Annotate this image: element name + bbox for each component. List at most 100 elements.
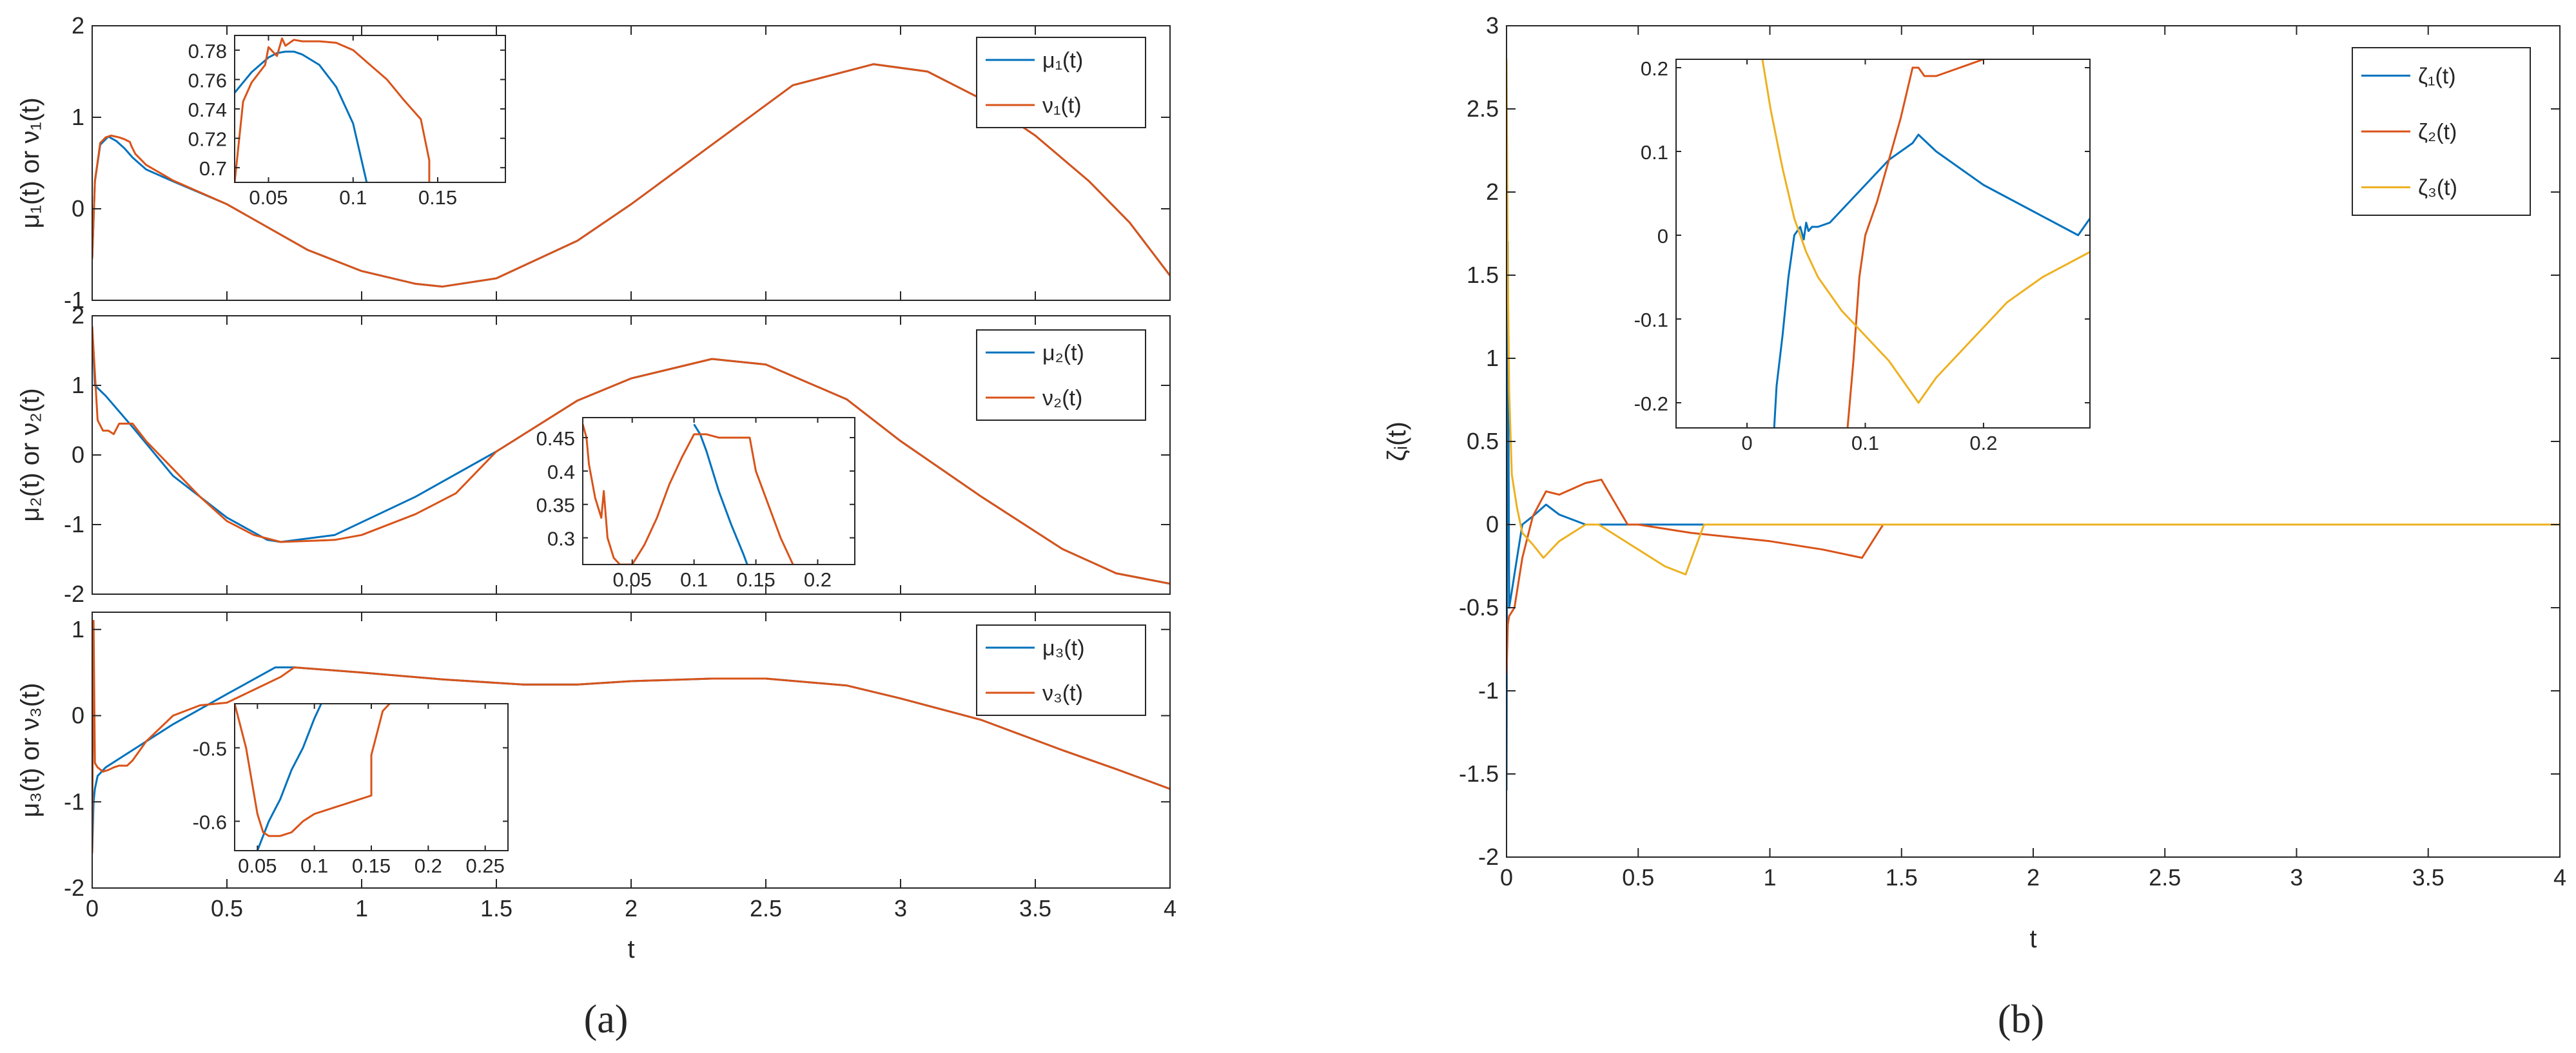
a2-ytick-label: 0: [72, 441, 84, 468]
a3-legend-label-1: μ₃(t): [1042, 636, 1085, 661]
a2-inset: 0.05 0.1 0.15 0.2 0.3 0.35 0.4 0.45: [536, 417, 855, 591]
b-inset-ytick-label: 0.2: [1641, 57, 1668, 80]
a3-inset-series-1-line: [256, 704, 322, 851]
b-legend-label-3: ζ₃(t): [2418, 176, 2457, 200]
a1-inset-xtick-label: 0.05: [249, 186, 288, 209]
b-xtick-label: 1: [1763, 864, 1776, 891]
a2-inset-xtick-label: 0.1: [680, 568, 708, 591]
chart-a1: -1 0 1 2 μ₁(t) or ν₁(t) μ₁(t) ν₁(t) 0.05 0.1 0.15…: [16, 12, 1171, 313]
b-series-3-line: [1507, 59, 2560, 575]
b-ytick-label: -0.5: [1459, 594, 1499, 621]
a1-inset-xtick-label: 0.1: [339, 186, 367, 209]
chart-b: 0 0.5 1 1.5 2 2.5 3 3.5 4 -2 -1.5 -1 -0.5 0 0.5 1 1.5 2 2.…: [1383, 12, 2566, 953]
a1-inset-ytick-label: 0.78: [188, 40, 227, 63]
b-inset-xtick-label: 0.1: [1851, 432, 1879, 454]
b-ytick-label: 2: [1486, 179, 1499, 205]
b-xtick-label: 1.5: [1886, 864, 1918, 891]
b-inset: 0 0.1 0.2 -0.2 -0.1 0 0.1 0.2: [1634, 57, 2091, 454]
a2-ytick-label: -1: [64, 511, 84, 537]
a2-inset-series-2-line: [583, 423, 794, 565]
a1-inset-series-1-line: [235, 50, 368, 182]
a2-legend-label-2: ν₂(t): [1042, 386, 1082, 411]
b-ytick-label: -1: [1478, 677, 1499, 704]
a2-ytick-label: 1: [72, 372, 84, 398]
a2-inset-xtick-label: 0.15: [736, 568, 775, 591]
a3-inset-xtick-label: 0.05: [238, 855, 277, 877]
a3-legend-box: [976, 624, 1146, 716]
b-xtick-label: 2: [2027, 864, 2040, 891]
a1-legend-box: [976, 37, 1146, 128]
b-xtick-label: 3.5: [2412, 864, 2444, 891]
a2-inset-xtick-label: 0.2: [804, 568, 832, 591]
a3-xtick-label: 0.5: [211, 895, 243, 922]
caption-a: (a): [584, 998, 629, 1041]
a2-inset-axes-box: [582, 417, 855, 565]
a3-legend-label-2: ν₃(t): [1042, 681, 1083, 706]
b-legend-label-1: ζ₁(t): [2418, 64, 2456, 88]
b-ytick-label: 1.5: [1467, 262, 1499, 288]
a3-inset-xtick-label: 0.2: [415, 855, 442, 877]
a2-inset-ytick-label: 0.35: [536, 494, 575, 517]
a2-inset-ytick-label: 0.45: [536, 427, 575, 450]
b-xtick-label: 0.5: [1622, 864, 1654, 891]
a1-ylabel: μ₁(t) or ν₁(t): [16, 97, 44, 228]
plots-layer: -1 0 1 2 μ₁(t) or ν₁(t) μ₁(t) ν₁(t) 0.05 0.1 0.15…: [16, 12, 2566, 963]
b-series-2-line: [1507, 478, 2560, 675]
a1-inset: 0.05 0.1 0.15 0.7 0.72 0.74 0.76 0.78: [188, 35, 506, 209]
a3-inset-series-2-line: [235, 704, 391, 837]
a1-ytick-label: 0: [72, 195, 84, 222]
b-inset-ytick-label: 0: [1657, 225, 1668, 247]
b-inset-series-1-line: [1773, 133, 2090, 428]
caption-b: (b): [1998, 998, 2044, 1041]
b-ytick-label: 2.5: [1467, 95, 1499, 122]
a1-inset-ytick-label: 0.7: [199, 157, 227, 180]
b-inset-xtick-label: 0.2: [1969, 432, 1997, 454]
a1-ytick-label: 1: [72, 104, 84, 130]
a1-inset-ytick-label: 0.72: [188, 128, 227, 151]
a2-ytick-label: 2: [72, 302, 84, 329]
a2-series-2-line: [92, 326, 1170, 585]
a3-xtick-label: 2: [625, 895, 638, 922]
a1-series-2-line: [92, 63, 1170, 288]
a3-inset-xtick-label: 0.1: [300, 855, 328, 877]
a3-xtick-label: 0: [86, 895, 99, 922]
b-inset-ytick-label: -0.1: [1634, 309, 1668, 331]
b-xlabel: t: [2029, 925, 2036, 953]
b-inset-background: [1676, 59, 2090, 428]
a3-inset-ytick-label: -0.6: [193, 811, 227, 833]
a2-inset-ytick-label: 0.4: [547, 461, 575, 483]
a3-series-2-line: [92, 619, 1170, 854]
b-ytick-label: 1: [1486, 345, 1499, 371]
b-inset-series-3-line: [1761, 59, 2090, 404]
b-xtick-label: 0: [1500, 864, 1513, 891]
b-inset-series-2-line: [1846, 59, 1984, 428]
b-xtick-label: 4: [2553, 864, 2566, 891]
a3-ytick-label: -2: [64, 874, 84, 901]
b-ytick-label: 3: [1486, 12, 1499, 39]
a1-inset-ytick-label: 0.74: [188, 99, 227, 121]
a1-inset-series-2-line: [235, 37, 431, 182]
b-ytick-label: -2: [1478, 844, 1499, 870]
b-ytick-label: 0: [1486, 511, 1499, 537]
a3-inset-ytick-label: -0.5: [193, 737, 227, 760]
b-ytick-label: 0.5: [1467, 428, 1499, 454]
a3-inset: 0.05 0.1 0.15 0.2 0.25 -0.6 -0.5: [193, 703, 509, 877]
a2-inset-xtick-label: 0.05: [613, 568, 652, 591]
a1-legend-label-2: ν₁(t): [1042, 93, 1082, 118]
a3-inset-xtick-label: 0.15: [352, 855, 391, 877]
a3-xlabel: t: [627, 935, 634, 963]
b-inset-ytick-label: 0.1: [1641, 141, 1668, 164]
a3-xtick-label: 1.5: [480, 895, 512, 922]
b-ytick-label: -1.5: [1459, 760, 1499, 787]
a3-ylabel: μ₃(t) or ν₃(t): [16, 683, 44, 818]
b-inset-axes-box: [1675, 59, 2091, 429]
b-legend-label-2: ζ₂(t): [2418, 120, 2457, 144]
b-inset-xtick-label: 0: [1741, 432, 1752, 454]
b-ylabel: ζᵢ(t): [1383, 421, 1411, 461]
a3-xtick-label: 3.5: [1019, 895, 1051, 922]
a1-legend-label-1: μ₁(t): [1042, 48, 1083, 73]
chart-a3: 0 0.5 1 1.5 2 2.5 3 3.5 4 -2 -1 0 1 μ₃(t) or ν₃(t) t μ₃…: [16, 612, 1176, 963]
a3-ytick-label: 1: [72, 616, 84, 642]
